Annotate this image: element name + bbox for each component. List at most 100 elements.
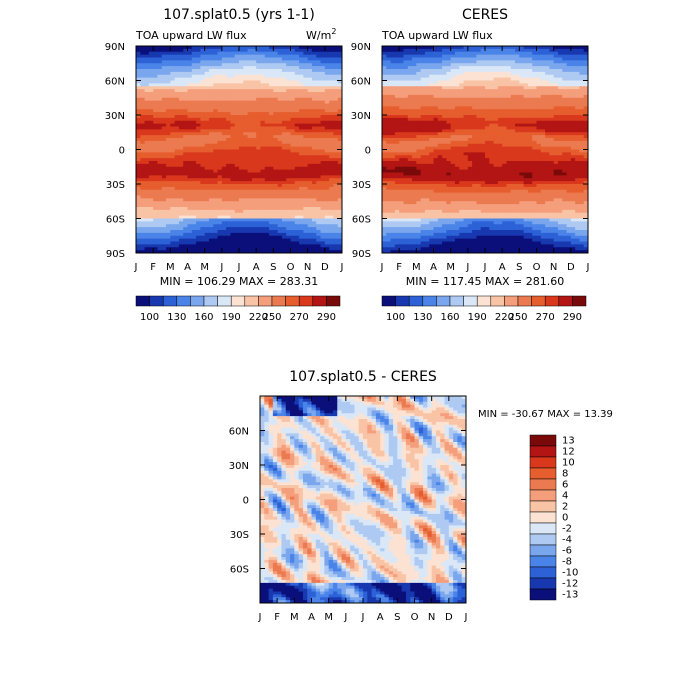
panel-subtitle: TOA upward LW flux (381, 29, 493, 42)
heatmap-cell (243, 198, 249, 202)
heatmap-cell (575, 109, 581, 113)
heatmap-cell (442, 71, 447, 76)
heatmap-cell (307, 115, 313, 119)
heatmap-cell (286, 48, 292, 53)
heatmap-cell (337, 109, 342, 113)
heatmap-cell (260, 166, 266, 171)
heatmap-cell (290, 158, 296, 162)
heatmap-cell (519, 106, 525, 110)
heatmap-cell (303, 77, 309, 82)
heatmap-cell (429, 69, 435, 73)
heatmap-cell (174, 238, 180, 243)
heatmap-cell (247, 169, 253, 174)
heatmap-cell (320, 140, 326, 145)
heatmap-cell (140, 80, 146, 84)
heatmap-cell (148, 66, 154, 70)
heatmap-cell (196, 192, 201, 197)
heatmap-cell (269, 100, 274, 105)
heatmap-cell (273, 186, 279, 191)
heatmap-cell (221, 57, 227, 61)
heatmap-cell (299, 140, 304, 145)
heatmap-cell (273, 244, 279, 248)
heatmap-cell (394, 74, 400, 79)
heatmap-cell (333, 132, 339, 136)
heatmap-cell (136, 207, 141, 211)
heatmap-cell (239, 126, 244, 130)
heatmap-cell (221, 86, 227, 90)
heatmap-cell (290, 138, 296, 142)
heatmap-cell (264, 109, 270, 113)
heatmap-cell (407, 77, 413, 82)
heatmap-cell (174, 204, 180, 208)
heatmap-cell (191, 172, 197, 176)
heatmap-cell (136, 209, 141, 214)
heatmap-cell (234, 192, 240, 197)
heatmap-cell (204, 135, 210, 139)
heatmap-cell (437, 86, 443, 90)
heatmap-cell (144, 238, 150, 243)
heatmap-cell (234, 158, 240, 162)
heatmap-cell (480, 109, 486, 113)
heatmap-cell (140, 227, 146, 231)
heatmap-cell (230, 195, 236, 199)
heatmap-cell (148, 232, 154, 237)
heatmap-cell (277, 132, 283, 136)
heatmap-cell (174, 184, 180, 188)
heatmap-cell (260, 46, 266, 50)
heatmap-cell (174, 209, 180, 214)
heatmap-cell (532, 115, 538, 119)
heatmap-cell (485, 115, 490, 119)
heatmap-cell (549, 71, 555, 76)
heatmap-cell (221, 230, 227, 234)
heatmap-cell (260, 100, 266, 105)
heatmap-cell (307, 201, 313, 205)
heatmap-cell (399, 46, 405, 50)
heatmap-cell (333, 83, 339, 87)
heatmap-cell (320, 161, 326, 165)
heatmap-cell (286, 201, 292, 205)
heatmap-cell (273, 51, 279, 56)
heatmap-cell (527, 51, 533, 56)
heatmap-cell (515, 92, 520, 96)
heatmap-cell (303, 192, 309, 197)
heatmap-cell (446, 51, 452, 56)
heatmap-cell (230, 235, 236, 240)
heatmap-cell (226, 227, 232, 231)
heatmap-cell (226, 221, 232, 225)
heatmap-cell (204, 189, 210, 194)
heatmap-cell (493, 86, 499, 90)
heatmap-cell (467, 83, 473, 87)
heatmap-cell (575, 46, 581, 50)
heatmap-cell (269, 152, 274, 156)
heatmap-cell (570, 86, 576, 90)
heatmap-cell (178, 224, 184, 228)
heatmap-cell (170, 89, 176, 93)
heatmap-cell (446, 60, 452, 64)
heatmap-cell (424, 106, 430, 110)
heatmap-cell (264, 161, 270, 165)
heatmap-cell (294, 204, 300, 208)
heatmap-cell (174, 74, 180, 79)
heatmap-cell (523, 103, 529, 107)
heatmap-cell (493, 109, 499, 113)
heatmap-cell (174, 143, 180, 148)
heatmap-cell (187, 77, 193, 82)
heatmap-cell (140, 247, 146, 251)
heatmap-cell (442, 112, 447, 116)
heatmap-cell (191, 57, 197, 61)
heatmap-cell (148, 158, 154, 162)
heatmap-cell (324, 77, 330, 82)
heatmap-cell (450, 74, 456, 79)
heatmap-cell (260, 63, 266, 67)
heatmap-cell (230, 169, 236, 174)
heatmap-cell (390, 100, 396, 105)
heatmap-cell (575, 112, 581, 116)
heatmap-cell (269, 120, 274, 125)
heatmap-cell (251, 63, 257, 67)
heatmap-cell (429, 117, 435, 122)
heatmap-cell (442, 51, 447, 56)
heatmap-cell (170, 117, 176, 122)
heatmap-cell (196, 161, 201, 165)
heatmap-cell (333, 250, 339, 253)
heatmap-cell (510, 92, 516, 96)
